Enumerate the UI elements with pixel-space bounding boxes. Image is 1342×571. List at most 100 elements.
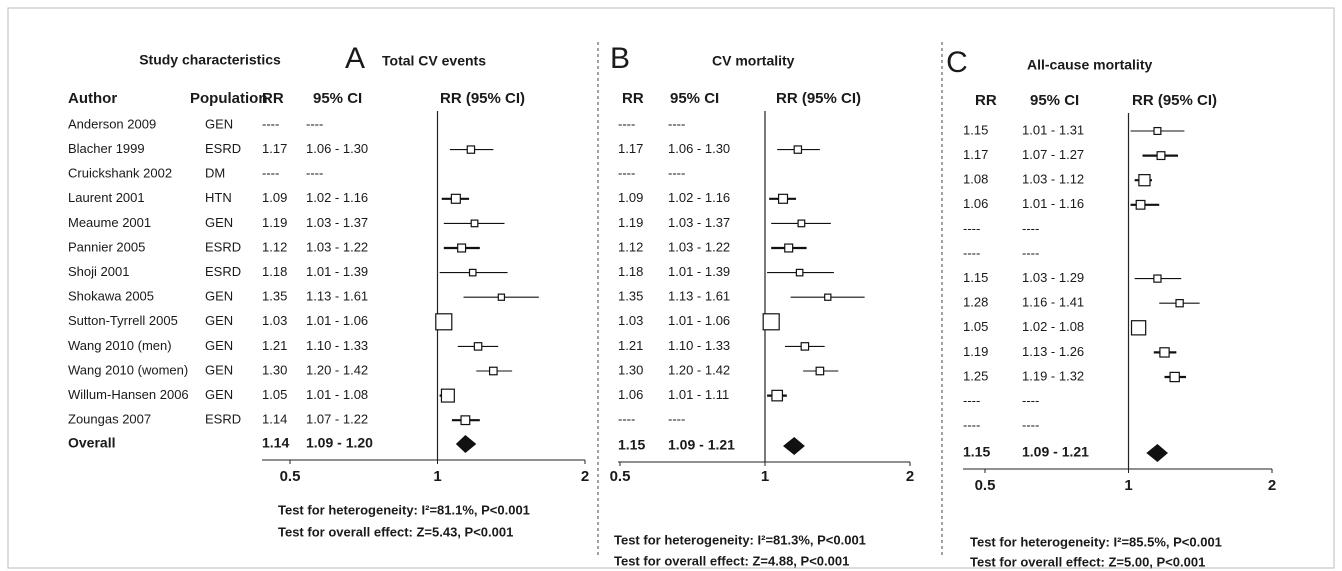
- rr-square: [793, 145, 803, 154]
- column-header: Population: [190, 90, 268, 107]
- author: Laurent 2001: [68, 190, 145, 205]
- overall-diamond: [1146, 444, 1168, 462]
- ci-value: 1.20 - 1.42: [668, 362, 730, 377]
- rr-value: 1.09: [618, 190, 643, 205]
- ci-value: ----: [668, 412, 685, 427]
- rr-square: [795, 268, 804, 277]
- rr-value: 1.06: [618, 387, 643, 402]
- ci-value: 1.01 - 1.31: [1022, 122, 1084, 137]
- ci-value: ----: [1022, 393, 1039, 408]
- column-header: RR: [622, 90, 644, 107]
- rr-value: 1.21: [262, 338, 287, 353]
- author: Pannier 2005: [68, 239, 145, 254]
- panel-letter: C: [946, 46, 968, 79]
- population: ESRD: [205, 239, 241, 254]
- rr-square: [784, 243, 794, 253]
- rr-value: 1.15: [963, 270, 988, 285]
- population: DM: [205, 166, 225, 181]
- x-tick-label: 1: [1124, 477, 1132, 494]
- ci-value: 1.13 - 1.61: [668, 289, 730, 304]
- ci-value: ----: [668, 166, 685, 181]
- population: GEN: [205, 215, 233, 230]
- rr-square: [457, 243, 467, 253]
- rr-value: 1.17: [262, 141, 287, 156]
- rr-square: [815, 366, 825, 376]
- ci-value: 1.02 - 1.08: [1022, 319, 1084, 334]
- rr-square: [1153, 126, 1162, 136]
- author: Shoji 2001: [68, 264, 129, 279]
- column-header: RR: [262, 90, 284, 107]
- heterogeneity-test: Test for heterogeneity: I²=81.3%, P<0.00…: [614, 532, 866, 547]
- ci-value: 1.02 - 1.16: [306, 190, 368, 205]
- rr-square: [435, 313, 453, 331]
- population: GEN: [205, 116, 233, 131]
- rr-value: 1.21: [618, 338, 643, 353]
- column-header: RR (95% CI): [1132, 92, 1217, 109]
- panel-title: All-cause mortality: [1027, 57, 1152, 73]
- column-header: 95% CI: [1030, 92, 1079, 109]
- population: GEN: [205, 362, 233, 377]
- overall-effect-test: Test for overall effect: Z=5.43, P<0.001: [278, 524, 513, 539]
- overall-effect-test: Test for overall effect: Z=5.00, P<0.001: [970, 554, 1205, 569]
- rr-value: 1.12: [618, 239, 643, 254]
- x-tick-label: 1: [761, 468, 769, 485]
- column-header: 95% CI: [670, 90, 719, 107]
- column-header: RR (95% CI): [440, 90, 525, 107]
- rr-square: [1169, 371, 1180, 383]
- rr-square: [440, 388, 455, 403]
- rr-value: ----: [262, 166, 279, 181]
- ci-value: 1.03 - 1.37: [668, 215, 730, 230]
- rr-square: [488, 366, 498, 376]
- rr-square: [797, 219, 806, 228]
- rr-square: [1159, 347, 1170, 358]
- rr-value: 1.03: [262, 313, 287, 328]
- author: Wang 2010 (men): [68, 338, 172, 353]
- overall-ci: 1.09 - 1.21: [668, 437, 735, 453]
- population: ESRD: [205, 141, 241, 156]
- x-tick-label: 0.5: [975, 477, 996, 494]
- ci-value: 1.20 - 1.42: [306, 362, 368, 377]
- rr-value: 1.09: [262, 190, 287, 205]
- overall-ci: 1.09 - 1.21: [1022, 444, 1089, 460]
- rr-value: 1.28: [963, 295, 988, 310]
- study-title: Study characteristics: [139, 52, 281, 68]
- frame: [7, 7, 1335, 569]
- rr-square: [1153, 274, 1162, 283]
- rr-square: [824, 293, 832, 301]
- ci-value: ----: [1022, 245, 1039, 260]
- ci-value: 1.07 - 1.22: [306, 412, 368, 427]
- ci-value: 1.01 - 1.11: [668, 387, 729, 402]
- ci-value: 1.03 - 1.37: [306, 215, 368, 230]
- x-tick-label: 2: [906, 468, 914, 485]
- ci-value: 1.03 - 1.29: [1022, 270, 1084, 285]
- rr-square: [771, 389, 784, 402]
- ci-value: 1.03 - 1.22: [306, 239, 368, 254]
- ci-value: 1.01 - 1.39: [306, 264, 368, 279]
- rr-square: [777, 193, 789, 204]
- rr-value: 1.06: [963, 196, 988, 211]
- rr-value: 1.19: [618, 215, 643, 230]
- rr-square: [1156, 151, 1166, 161]
- ci-value: 1.13 - 1.61: [306, 289, 368, 304]
- author: Shokawa 2005: [68, 289, 154, 304]
- population: GEN: [205, 313, 233, 328]
- rr-value: ----: [963, 221, 980, 236]
- ci-value: 1.06 - 1.30: [668, 141, 730, 156]
- author: Willum-Hansen 2006: [68, 387, 189, 402]
- author: Cruickshank 2002: [68, 166, 172, 181]
- rr-value: 1.15: [963, 122, 988, 137]
- ci-value: ----: [1022, 221, 1039, 236]
- ci-value: ----: [306, 166, 323, 181]
- rr-value: 1.17: [618, 141, 643, 156]
- author: Meaume 2001: [68, 215, 151, 230]
- rr-value: 1.05: [963, 319, 988, 334]
- column-header: 95% CI: [313, 90, 362, 107]
- ci-value: 1.16 - 1.41: [1022, 295, 1084, 310]
- column-header: RR: [975, 92, 997, 109]
- ci-value: 1.19 - 1.32: [1022, 368, 1084, 383]
- panel-title: CV mortality: [712, 53, 795, 69]
- rr-value: 1.25: [963, 368, 988, 383]
- rr-value: ----: [963, 393, 980, 408]
